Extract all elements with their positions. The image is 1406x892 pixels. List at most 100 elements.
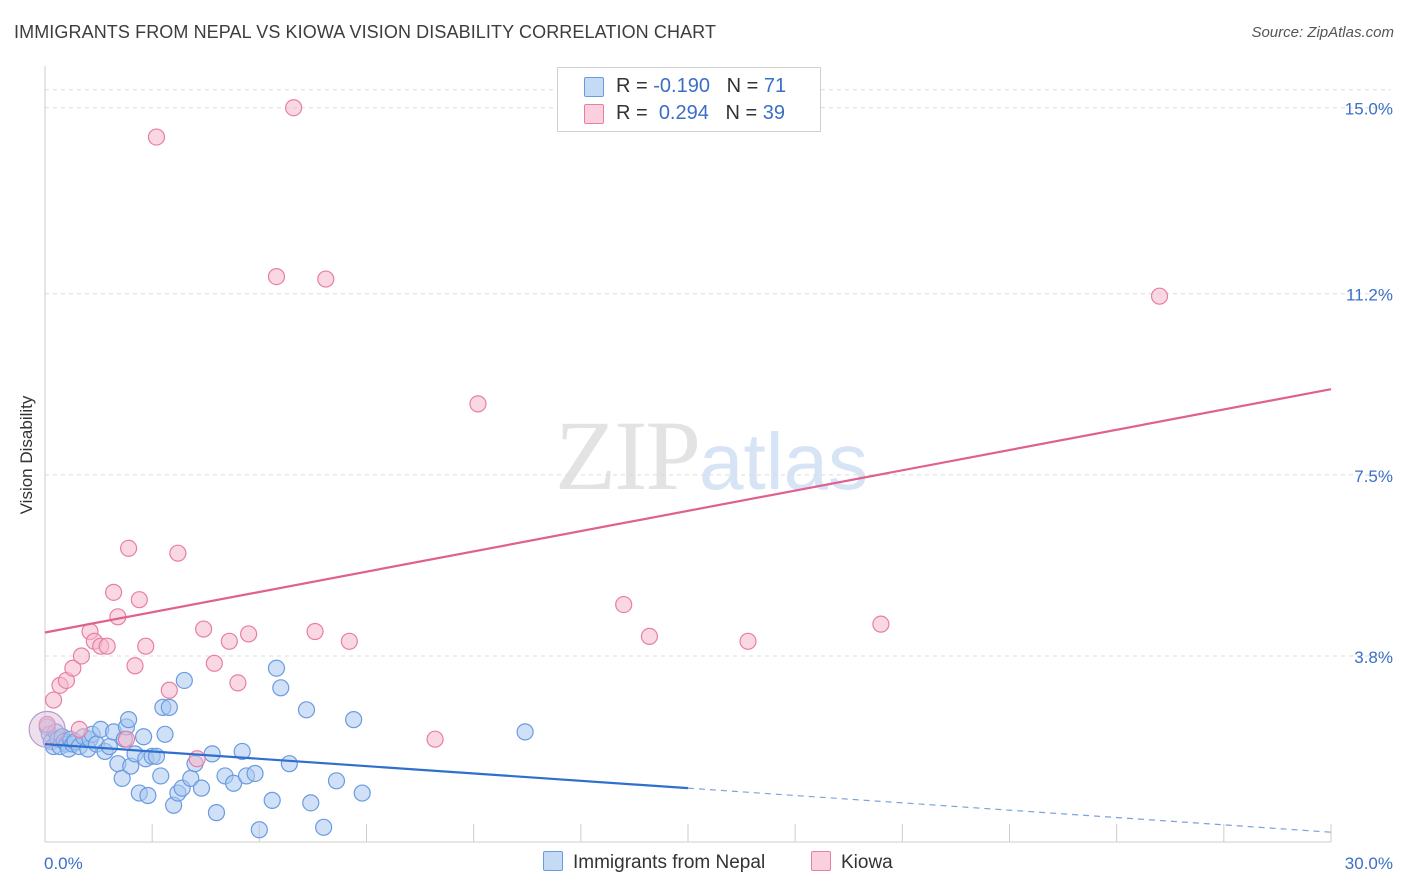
legend-r-label: R = [616,75,648,97]
bottom-legend-nepal: Immigrants from Nepal [543,851,765,874]
legend-text-kiowa: R = 0.294 N = 39 [616,102,785,125]
axes [44,66,1332,843]
y-tick-label: 11.2% [1346,286,1393,305]
point-nepal [225,774,243,792]
point-nepal [113,769,131,787]
point-nepal [353,784,371,802]
point-kiowa [147,128,166,146]
point-nepal [297,701,316,719]
point-nepal [152,767,170,785]
point-nepal [263,791,281,809]
point-nepal [272,679,290,697]
legend-n-label: N = [726,75,759,97]
point-kiowa [117,730,136,748]
legend-n-label: N = [725,102,758,124]
point-kiowa [119,539,138,557]
point-nepal [175,671,193,690]
point-kiowa [426,730,444,748]
bottom-legend-swatch-kiowa [811,851,831,871]
y-tick-label: 7.5% [1354,467,1393,486]
legend-n-value-nepal: 71 [763,75,787,97]
y-axis-label: Vision Disability [17,395,36,515]
point-kiowa [1150,287,1169,305]
point-kiowa [104,583,123,601]
point-kiowa [137,637,155,655]
point-nepal [267,659,286,677]
stats-legend: R = -0.190 N = 71 R = 0.294 N = 39 [557,67,821,132]
trend-line-nepal-extension [687,787,1332,833]
legend-r-value-kiowa: 0.294 [658,102,709,124]
watermark-zip: ZIP [555,400,701,511]
point-kiowa [38,715,56,734]
point-nepal [246,764,264,783]
point-kiowa [205,654,223,672]
trend-lines [44,388,1332,833]
legend-r-value-nepal: -0.190 [653,75,710,97]
point-kiowa [469,395,487,413]
source-label: Source: ZipAtlas.com [1251,24,1394,41]
point-kiowa [285,99,303,117]
point-nepal [302,794,320,812]
point-kiowa [126,657,144,675]
trend-line-nepal [44,742,689,790]
point-kiowa [220,632,238,650]
point-kiowa [615,595,633,614]
point-kiowa [240,625,258,643]
point-kiowa [70,720,88,739]
data-points [28,99,1169,839]
point-kiowa [267,268,286,286]
tick-labels: 3.8% 7.5% 11.2% 15.0% 0.0% 30.0% [44,100,1393,873]
y-tick-label: 15.0% [1345,100,1393,119]
point-nepal [139,786,157,805]
point-nepal [119,711,138,729]
point-nepal [207,804,226,822]
point-kiowa [130,591,148,609]
point-kiowa [640,627,659,646]
point-nepal [233,742,251,761]
point-nepal [327,772,346,790]
point-nepal [134,728,153,746]
point-nepal [345,711,363,729]
point-nepal [250,821,268,839]
grid-lines [45,89,1391,657]
x-tick-label-min: 0.0% [44,854,83,873]
watermark: ZIPatlas [555,398,868,513]
point-kiowa [98,637,116,655]
y-tick-label: 3.8% [1354,648,1393,667]
point-kiowa [306,622,324,641]
point-kiowa [340,632,358,650]
point-kiowa [317,270,335,288]
point-kiowa [739,632,757,650]
point-kiowa [872,615,890,633]
point-nepal [203,745,221,763]
x-tick-label-max: 30.0% [1345,854,1393,873]
watermark-atlas: atlas [699,417,868,506]
bottom-legend-swatch-nepal [543,851,563,871]
point-kiowa [160,681,178,699]
point-nepal [192,779,211,797]
point-kiowa [64,659,82,677]
point-nepal [100,737,118,756]
legend-n-value-kiowa: 39 [762,102,786,124]
point-nepal [280,755,298,773]
bottom-legend-label-kiowa: Kiowa [841,852,893,873]
legend-swatch-nepal [584,77,604,97]
trend-line-kiowa [44,388,1332,634]
bottom-legend-label-nepal: Immigrants from Nepal [573,852,766,873]
point-kiowa [169,544,187,562]
point-nepal [156,725,174,743]
point-kiowa [72,647,91,665]
bottom-legend-kiowa: Kiowa [811,851,893,874]
point-kiowa [195,620,213,638]
legend-r-label: R = [616,102,648,124]
point-nepal [315,818,333,836]
legend-swatch-kiowa [584,104,604,124]
point-cluster-origin [28,710,66,749]
point-nepal [516,723,534,741]
point-kiowa [229,674,247,692]
point-kiowa [44,691,63,709]
chart-title: IMMIGRANTS FROM NEPAL VS KIOWA VISION DI… [14,22,717,42]
series-kiowa-points [38,99,1169,768]
legend-text-nepal: R = -0.190 N = 71 [616,75,786,98]
